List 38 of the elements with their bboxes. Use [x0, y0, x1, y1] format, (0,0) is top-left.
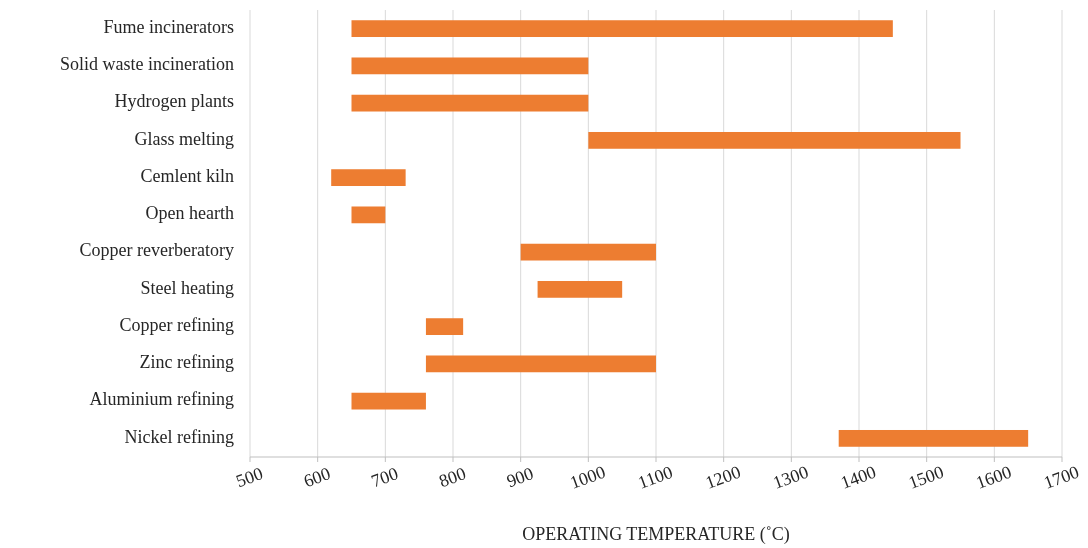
y-tick-label: Zinc refining	[139, 352, 234, 372]
x-tick-label: 1100	[635, 461, 676, 493]
y-tick-label: Glass melting	[134, 128, 234, 149]
y-tick-label: Fume incinerators	[103, 16, 234, 37]
x-tick-label: 1600	[973, 461, 1015, 493]
y-tick-label: Hydrogen plants	[114, 91, 234, 112]
bar	[425, 318, 464, 336]
y-tick-label: Nickel refining	[124, 426, 234, 447]
x-tick-label: 1700	[1041, 461, 1082, 493]
x-tick-label: 800	[436, 463, 469, 492]
y-tick-label: Solid waste incineration	[60, 54, 234, 74]
bar	[351, 57, 589, 75]
x-tick-label: 1500	[905, 461, 947, 493]
y-tick-label: Aluminium refining	[89, 389, 234, 410]
bar	[351, 206, 386, 224]
x-tick-label: 900	[503, 463, 537, 492]
bar	[520, 243, 656, 261]
bar	[351, 94, 589, 112]
y-tick-label: Cemlent kiln	[140, 165, 234, 186]
bar	[331, 169, 406, 187]
bar	[537, 280, 623, 298]
y-tick-label: Copper refining	[119, 314, 234, 335]
bar	[838, 429, 1029, 447]
y-tick-label: Copper reverberatory	[79, 240, 234, 261]
x-tick-label: 600	[300, 463, 334, 492]
bar	[351, 392, 426, 410]
y-tick-label: Steel heating	[140, 277, 234, 298]
bar	[425, 355, 656, 373]
x-tick-label: 700	[368, 463, 401, 492]
x-tick-label: 1400	[838, 461, 879, 493]
y-tick-label: Open hearth	[145, 203, 234, 223]
x-tick-label: 1300	[770, 461, 812, 493]
x-axis-title: OPERATING TEMPERATURE (˚C)	[522, 524, 790, 545]
x-tick-label: 1000	[567, 461, 609, 493]
bar	[588, 131, 961, 149]
bar	[351, 20, 893, 38]
x-tick-label: 1200	[702, 461, 744, 493]
x-tick-label: 500	[233, 463, 266, 492]
